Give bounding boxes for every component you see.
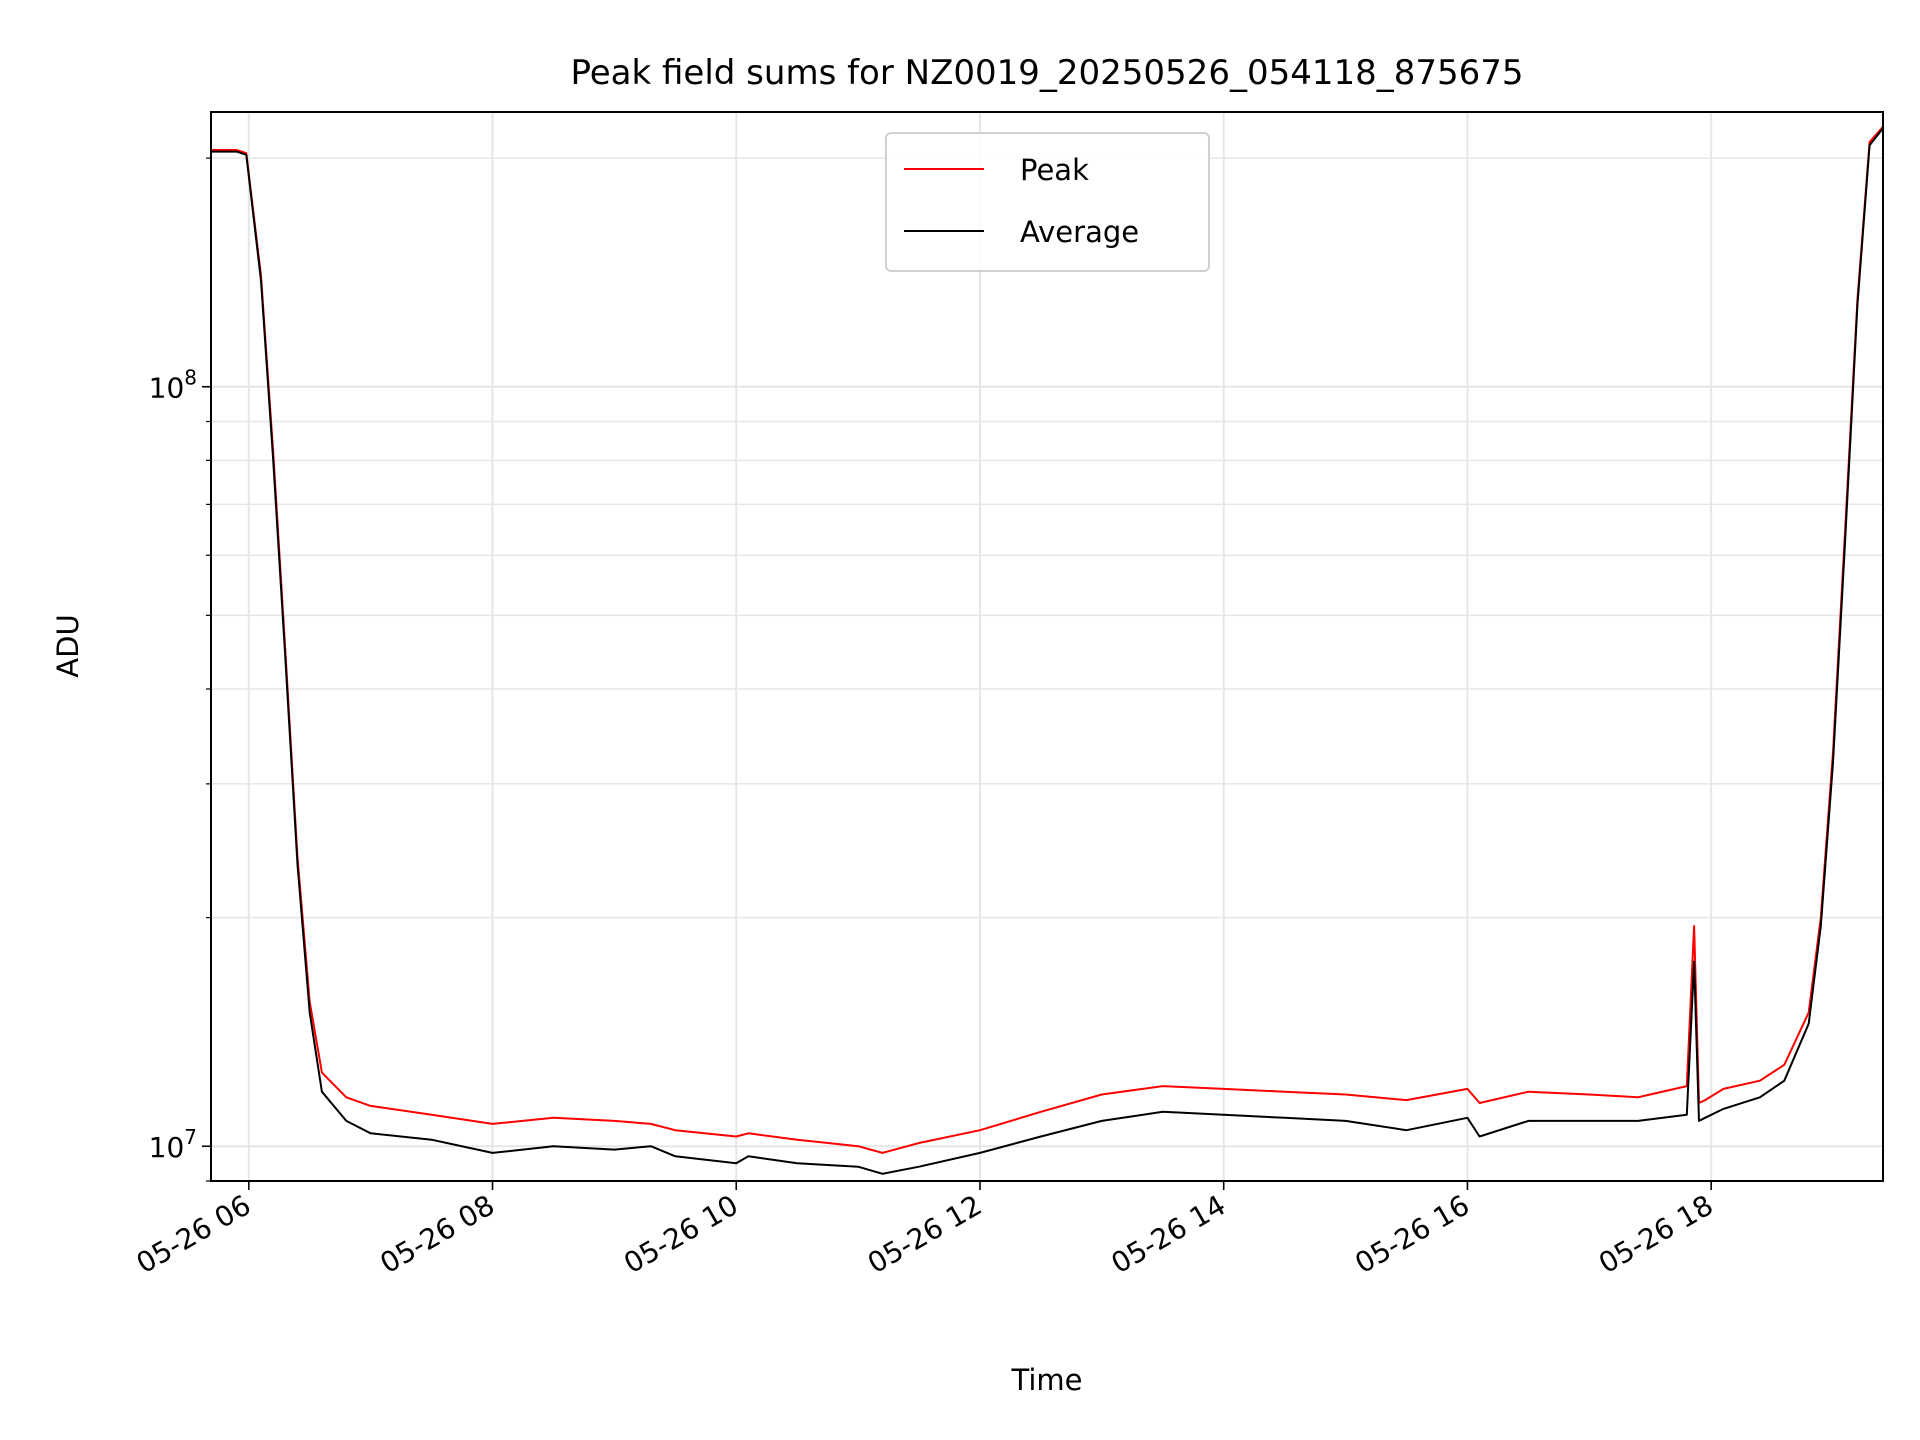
y-axis: 107 108: [149, 157, 211, 1182]
series-lines: [211, 126, 1883, 1175]
series-line-average: [211, 127, 1883, 1175]
legend-label-average: Average: [1020, 215, 1139, 249]
legend-box: [885, 132, 1210, 272]
series-line-peak: [211, 126, 1883, 1154]
x-axis-label: Time: [1011, 1363, 1083, 1397]
legend-label-peak: Peak: [1020, 153, 1089, 187]
y-tick-label: 107: [149, 1125, 197, 1164]
plot-frame: [210, 111, 1884, 1182]
y-axis-label: ADU: [51, 614, 85, 677]
legend: Peak Average: [885, 132, 1210, 272]
y-tick-label: 108: [149, 366, 197, 405]
chart-title: Peak field sums for NZ0019_20250526_0541…: [570, 53, 1523, 93]
